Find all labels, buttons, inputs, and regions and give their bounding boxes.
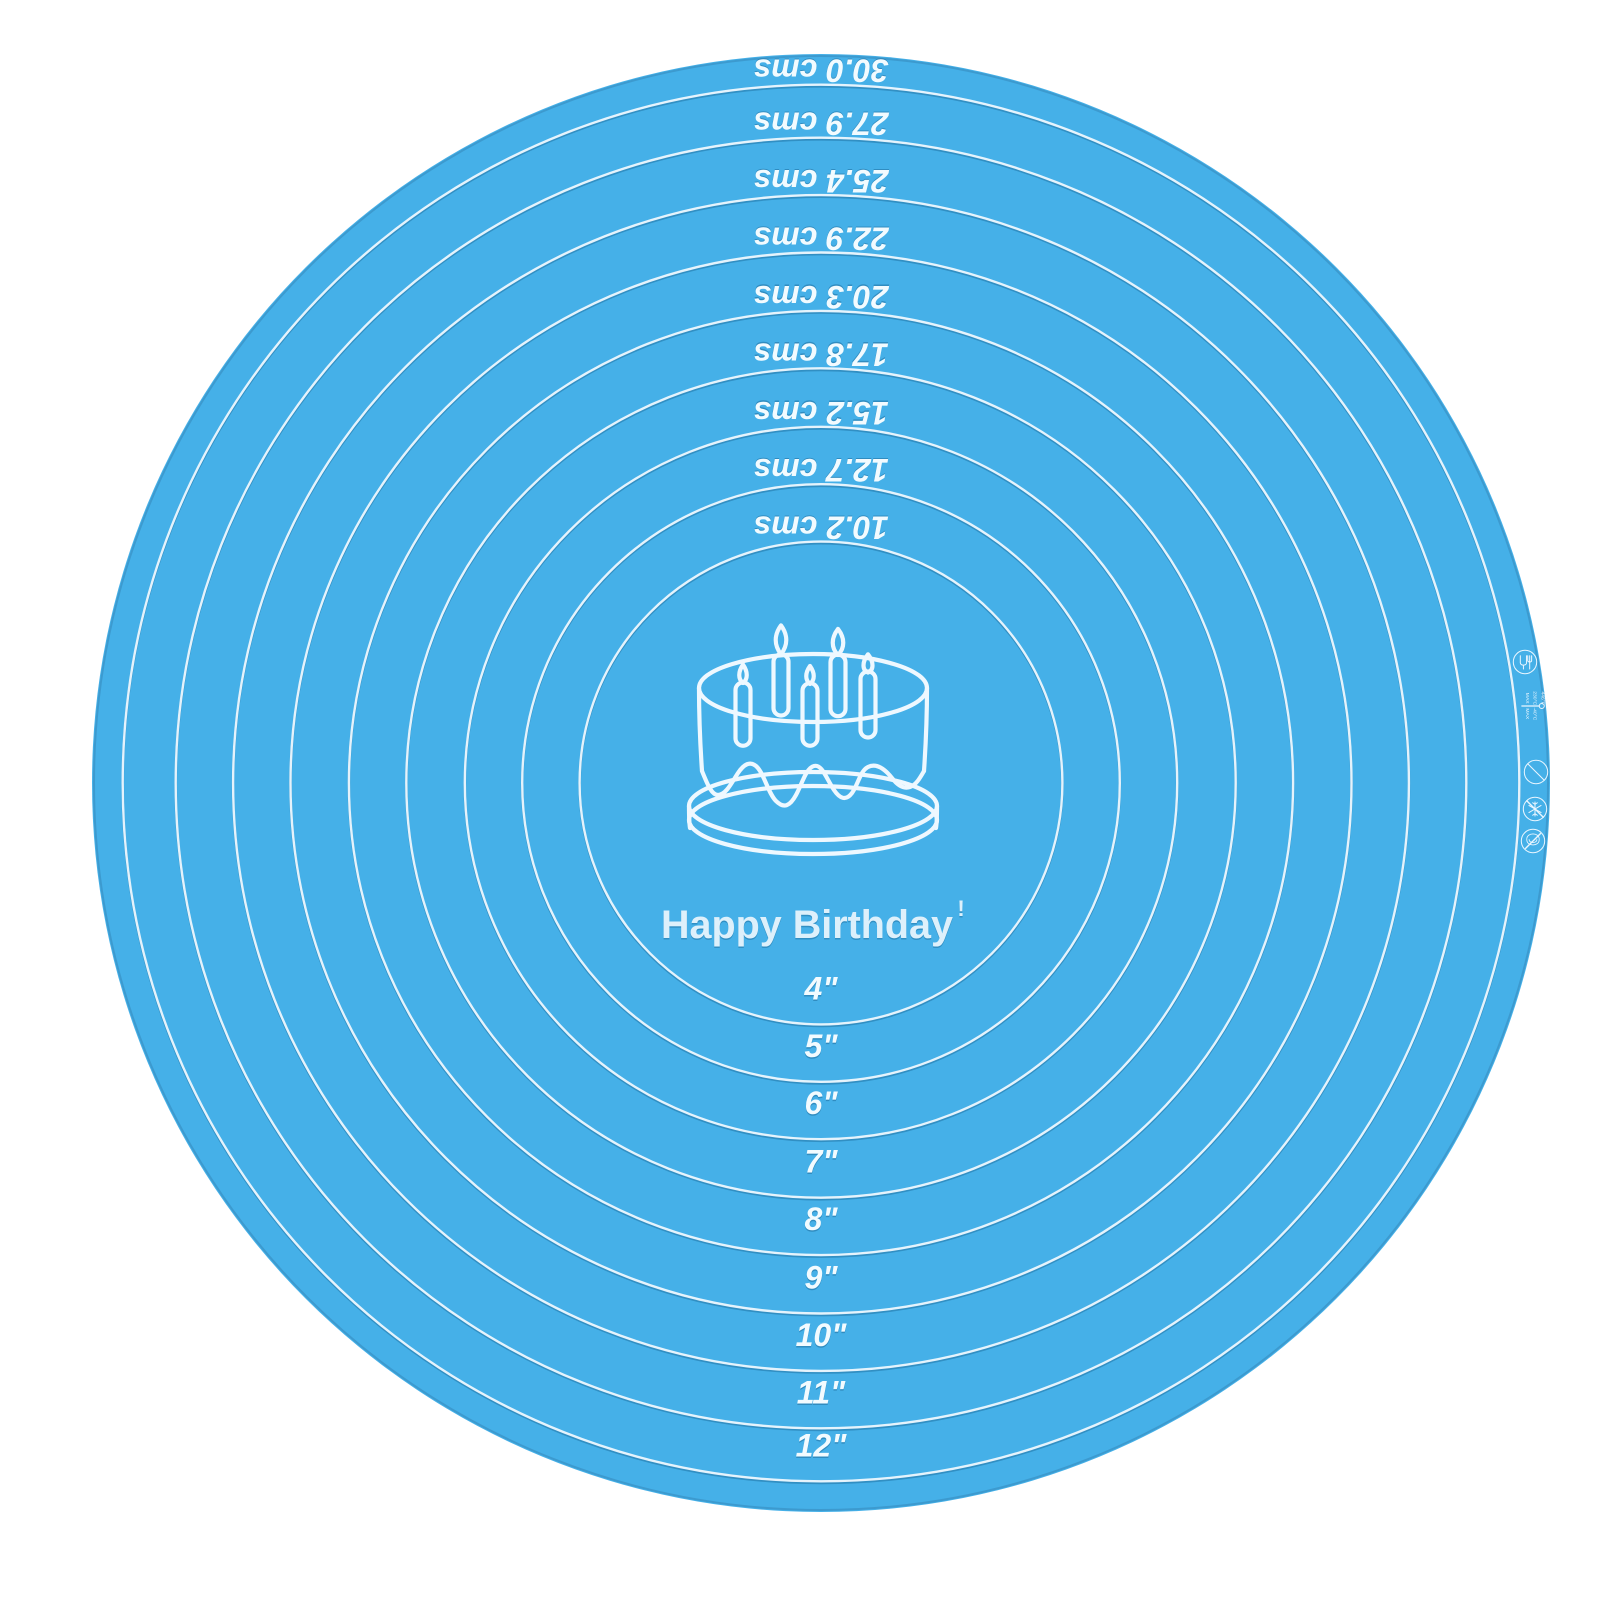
svg-text:8": 8" bbox=[805, 1201, 839, 1237]
svg-text:4": 4" bbox=[804, 970, 839, 1006]
svg-text:446°F: 446°F bbox=[1539, 692, 1545, 705]
svg-text:Happy Birthday: Happy Birthday bbox=[661, 903, 953, 947]
svg-text:MAX: MAX bbox=[1524, 693, 1530, 704]
svg-text:5": 5" bbox=[805, 1028, 839, 1064]
svg-text:22.9 cms: 22.9 cms bbox=[753, 221, 889, 257]
svg-text:12.7 cms: 12.7 cms bbox=[753, 452, 888, 488]
svg-text:25.4 cms: 25.4 cms bbox=[753, 163, 889, 199]
svg-text:27.9 cms: 27.9 cms bbox=[753, 106, 889, 142]
svg-text:MAX: MAX bbox=[1524, 708, 1530, 719]
svg-text:-40°C: -40°C bbox=[1532, 707, 1538, 720]
svg-text:230°C: 230°C bbox=[1532, 691, 1538, 705]
svg-text:17.8 cms: 17.8 cms bbox=[753, 336, 888, 372]
svg-text:10": 10" bbox=[796, 1317, 848, 1353]
svg-text:7": 7" bbox=[805, 1144, 839, 1180]
svg-text:11": 11" bbox=[797, 1374, 846, 1410]
svg-text:30.0 cms: 30.0 cms bbox=[753, 53, 888, 89]
svg-text:15.2 cms: 15.2 cms bbox=[753, 395, 888, 431]
svg-text:9": 9" bbox=[805, 1260, 839, 1296]
svg-text:12": 12" bbox=[796, 1427, 848, 1463]
svg-text:10.2 cms: 10.2 cms bbox=[753, 510, 888, 546]
svg-text:6": 6" bbox=[805, 1085, 839, 1121]
svg-text:20.3 cms: 20.3 cms bbox=[753, 279, 889, 315]
svg-text:!: ! bbox=[957, 896, 964, 921]
